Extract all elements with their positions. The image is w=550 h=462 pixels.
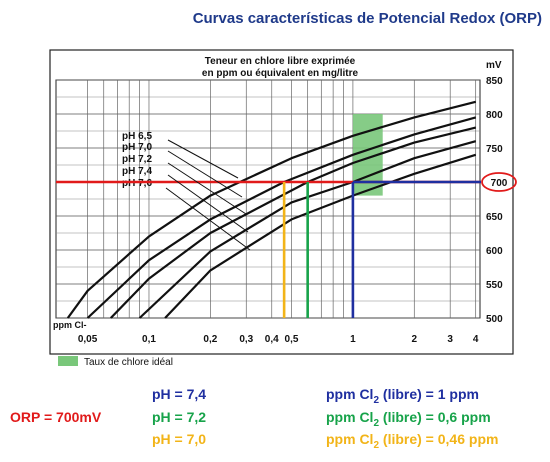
label-pointer (165, 187, 251, 251)
ppm-green: ppm Cl2 (libre) = 0,6 ppm (326, 409, 491, 429)
x-tick-label: 4 (473, 334, 479, 345)
series-label: pH 7,6 (122, 178, 152, 189)
y-tick-label: 650 (486, 212, 503, 223)
ppm-orange: ppm Cl2 (libre) = 0,46 ppm (326, 431, 499, 451)
x-tick-label: 0,1 (142, 334, 156, 345)
ideal-legend-swatch (58, 356, 78, 366)
series-label: pH 6,5 (122, 131, 152, 142)
y-tick-label: 850 (486, 76, 503, 87)
ppm-blue: ppm Cl2 (libre) = 1 ppm (326, 386, 479, 406)
x-tick-label: 0,3 (239, 334, 253, 345)
x-tick-label: 0,4 (265, 334, 279, 345)
ph-curve (164, 153, 477, 319)
chart-header-1: Teneur en chlore libre exprimée (205, 56, 356, 67)
page-title: Curvas características de Potencial Redo… (192, 10, 542, 27)
chart-header-2: en ppm ou équivalent en mg/litre (202, 68, 359, 79)
y-tick-label: 750 (486, 144, 503, 155)
ph-green: pH = 7,2 (152, 409, 207, 425)
x-tick-label: 0,5 (285, 334, 299, 345)
y-axis-label: mV (486, 60, 502, 71)
y-tick-label: 600 (486, 246, 503, 257)
y-tick-label: 500 (486, 314, 503, 325)
x-tick-label: 0,05 (78, 334, 98, 345)
ideal-legend-label: Taux de chlore idéal (84, 357, 173, 368)
orp-highlight-circle (481, 172, 517, 192)
ph-blue: pH = 7,4 (152, 386, 207, 402)
series-label: pH 7,0 (122, 142, 152, 153)
y-tick-label: 800 (486, 110, 503, 121)
label-pointer (167, 162, 247, 215)
label-pointer (167, 150, 243, 198)
x-axis-label: ppm Cl- (53, 320, 87, 330)
ph-orange: pH = 7,0 (152, 431, 207, 447)
y-tick-label: 700 (491, 178, 508, 189)
x-tick-label: 2 (412, 334, 418, 345)
y-tick-label: 550 (486, 280, 503, 291)
ph-curve (66, 100, 476, 319)
ph-curve (138, 140, 476, 319)
x-tick-label: 1 (350, 334, 356, 345)
label-pointer (167, 139, 239, 179)
series-label: pH 7,4 (122, 166, 152, 177)
label-pointer (167, 174, 249, 233)
x-tick-label: 0,2 (203, 334, 217, 345)
x-tick-label: 3 (447, 334, 453, 345)
series-label: pH 7,2 (122, 154, 152, 165)
orp-value: ORP = 700mV (10, 409, 102, 425)
